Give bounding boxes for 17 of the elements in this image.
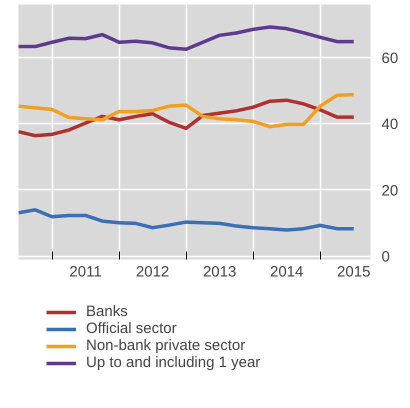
legend-label: Non-bank private sector (86, 337, 246, 354)
x-tick-label: 2014 (270, 264, 304, 280)
x-tick-label: 2012 (136, 264, 170, 280)
line-series (18, 208, 356, 232)
legend-label: Up to and including 1 year (86, 354, 260, 371)
x-tick-label: 2011 (69, 264, 102, 280)
y-tick-label: 60 (382, 50, 398, 67)
x-tick-label: 2013 (202, 264, 236, 280)
legend-label: Banks (86, 303, 128, 320)
x-tick-label: 2015 (337, 264, 370, 280)
y-tick-label: 0 (382, 248, 390, 266)
y-tick-label: 40 (382, 116, 398, 134)
legend-label: Official sector (86, 320, 177, 337)
line-series (18, 25, 356, 51)
line-series (18, 92, 356, 128)
y-tick-label: 20 (382, 182, 398, 200)
line-series (18, 98, 356, 138)
